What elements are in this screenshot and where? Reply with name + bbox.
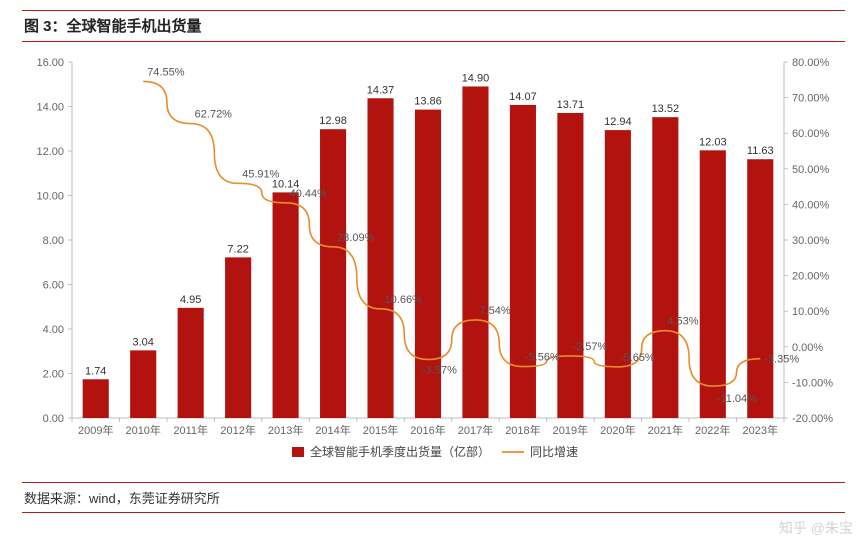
bar xyxy=(83,379,109,418)
svg-text:0.00: 0.00 xyxy=(43,413,64,425)
svg-text:0.00%: 0.00% xyxy=(792,342,823,354)
bar xyxy=(320,129,346,418)
svg-text:-10.00%: -10.00% xyxy=(792,377,833,389)
x-tick-label: 2023年 xyxy=(743,423,778,437)
growth-label: 28.09% xyxy=(337,232,375,244)
svg-text:16.00: 16.00 xyxy=(36,57,64,69)
growth-label: -3.57% xyxy=(422,365,457,377)
x-tick-label: 2010年 xyxy=(125,423,160,437)
svg-text:12.00: 12.00 xyxy=(36,146,64,158)
bar-value-label: 12.94 xyxy=(604,116,632,128)
bar-value-label: 1.74 xyxy=(85,365,106,377)
growth-label: -11.04% xyxy=(717,393,757,405)
legend-line-label: 同比增速 xyxy=(530,445,578,459)
bar-value-label: 7.22 xyxy=(227,243,248,255)
growth-label: 4.53% xyxy=(667,316,698,328)
growth-label: 40.44% xyxy=(290,188,328,200)
x-tick-label: 2009年 xyxy=(78,423,113,437)
watermark: 知乎 @朱宝 xyxy=(779,518,853,538)
x-tick-label: 2021年 xyxy=(648,423,683,437)
bar-value-label: 14.90 xyxy=(462,72,490,84)
x-tick-label: 2013年 xyxy=(268,423,303,437)
legend: 全球智能手机季度出货量（亿部） 同比增速 xyxy=(292,444,578,459)
bar-value-label: 4.95 xyxy=(180,294,201,306)
svg-text:20.00%: 20.00% xyxy=(792,271,830,283)
bar xyxy=(510,105,536,418)
bar xyxy=(652,117,678,418)
svg-text:60.00%: 60.00% xyxy=(792,128,830,140)
bar xyxy=(557,113,583,418)
legend-bar-label: 全球智能手机季度出货量（亿部） xyxy=(310,444,490,459)
svg-text:4.00: 4.00 xyxy=(43,324,64,336)
bar-value-label: 14.07 xyxy=(509,91,537,103)
bar xyxy=(130,350,156,418)
bar xyxy=(462,86,488,418)
bar xyxy=(178,308,204,418)
svg-text:14.00: 14.00 xyxy=(36,102,64,114)
bar xyxy=(605,130,631,418)
svg-text:50.00%: 50.00% xyxy=(792,164,830,176)
growth-label: -2.57% xyxy=(572,341,607,353)
bar-value-label: 14.37 xyxy=(367,84,395,96)
bar xyxy=(273,192,299,418)
growth-label: -5.65% xyxy=(620,352,655,364)
bar-value-label: 13.71 xyxy=(557,99,585,111)
chart-canvas: 0.00 2.00 4.00 6.00 8.00 10.00 12.00 14.00 16.00… xyxy=(22,48,845,478)
growth-label: -5.56% xyxy=(525,352,560,364)
growth-label: 74.55% xyxy=(147,66,185,78)
chart-title: 图 3：全球智能手机出货量 xyxy=(22,10,845,42)
bar-value-label: 12.03 xyxy=(699,136,727,148)
x-tick-label: 2020年 xyxy=(600,423,635,437)
bar xyxy=(700,150,726,418)
svg-text:10.00: 10.00 xyxy=(36,191,64,203)
bar-value-label: 3.04 xyxy=(132,336,153,348)
x-tick-label: 2019年 xyxy=(553,423,588,437)
svg-text:40.00%: 40.00% xyxy=(792,199,830,211)
source-line: 数据来源：wind，东莞证券研究所 xyxy=(22,482,845,513)
x-tick-label: 2016年 xyxy=(410,423,445,437)
bar-value-label: 12.98 xyxy=(319,115,347,127)
svg-text:6.00: 6.00 xyxy=(43,280,64,292)
x-tick-label: 2017年 xyxy=(458,423,493,437)
growth-label: 7.54% xyxy=(479,305,510,317)
growth-label: 62.72% xyxy=(195,109,233,121)
growth-label: 10.66% xyxy=(385,294,423,306)
x-tick-label: 2022年 xyxy=(695,423,730,437)
bar-value-label: 13.52 xyxy=(652,103,680,115)
svg-text:70.00%: 70.00% xyxy=(792,93,830,105)
bar xyxy=(747,159,773,418)
growth-label: -3.35% xyxy=(764,354,799,366)
x-tick-label: 2012年 xyxy=(220,423,255,437)
svg-text:8.00: 8.00 xyxy=(43,235,64,247)
svg-text:2.00: 2.00 xyxy=(43,369,64,381)
bar-value-label: 11.63 xyxy=(747,145,774,157)
x-tick-label: 2018年 xyxy=(505,423,540,437)
x-tick-label: 2014年 xyxy=(315,423,350,437)
svg-text:80.00%: 80.00% xyxy=(792,57,830,69)
bar-value-label: 13.86 xyxy=(414,96,442,108)
x-tick-label: 2015年 xyxy=(363,423,398,437)
svg-text:-20.00%: -20.00% xyxy=(792,413,833,425)
bar xyxy=(225,257,251,418)
svg-text:10.00%: 10.00% xyxy=(792,306,830,318)
growth-label: 45.91% xyxy=(242,168,280,180)
svg-text:30.00%: 30.00% xyxy=(792,235,830,247)
bar xyxy=(367,98,393,418)
x-tick-label: 2011年 xyxy=(173,423,208,437)
